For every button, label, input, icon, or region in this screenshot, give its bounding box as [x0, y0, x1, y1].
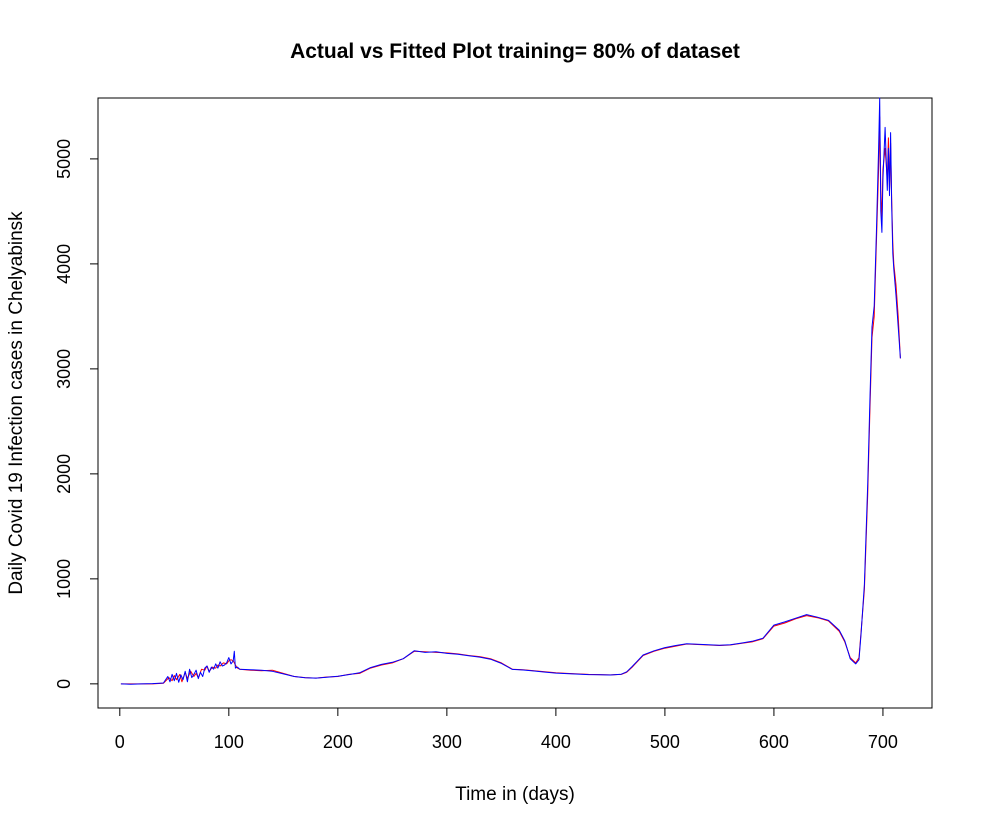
x-tick-label: 300 — [432, 732, 462, 752]
fitted-series-line — [120, 97, 901, 685]
axis-ticks: 0 100 200 300 400 500 600 700 0 1000 2000 3000 4000 5… — [54, 139, 898, 752]
x-tick-label: 600 — [759, 732, 789, 752]
x-tick-label: 200 — [323, 732, 353, 752]
chart-title: Actual vs Fitted Plot training= 80% of d… — [290, 40, 740, 63]
y-axis-label: Daily Covid 19 Infection cases in Chelya… — [6, 211, 27, 595]
y-tick-label: 0 — [54, 679, 74, 689]
x-tick-label: 0 — [115, 732, 125, 752]
y-tick-label: 3000 — [54, 349, 74, 389]
x-tick-label: 500 — [650, 732, 680, 752]
x-tick-label: 400 — [541, 732, 571, 752]
series-lines — [120, 97, 901, 685]
x-tick-label: 100 — [214, 732, 244, 752]
y-tick-label: 1000 — [54, 559, 74, 599]
y-tick-label: 4000 — [54, 244, 74, 284]
plot-frame — [97, 97, 933, 709]
x-axis-label: Time in (days) — [455, 784, 575, 805]
y-tick-label: 5000 — [54, 139, 74, 179]
x-tick-label: 700 — [868, 732, 898, 752]
actual-series-line — [120, 116, 901, 685]
y-tick-label: 2000 — [54, 454, 74, 494]
